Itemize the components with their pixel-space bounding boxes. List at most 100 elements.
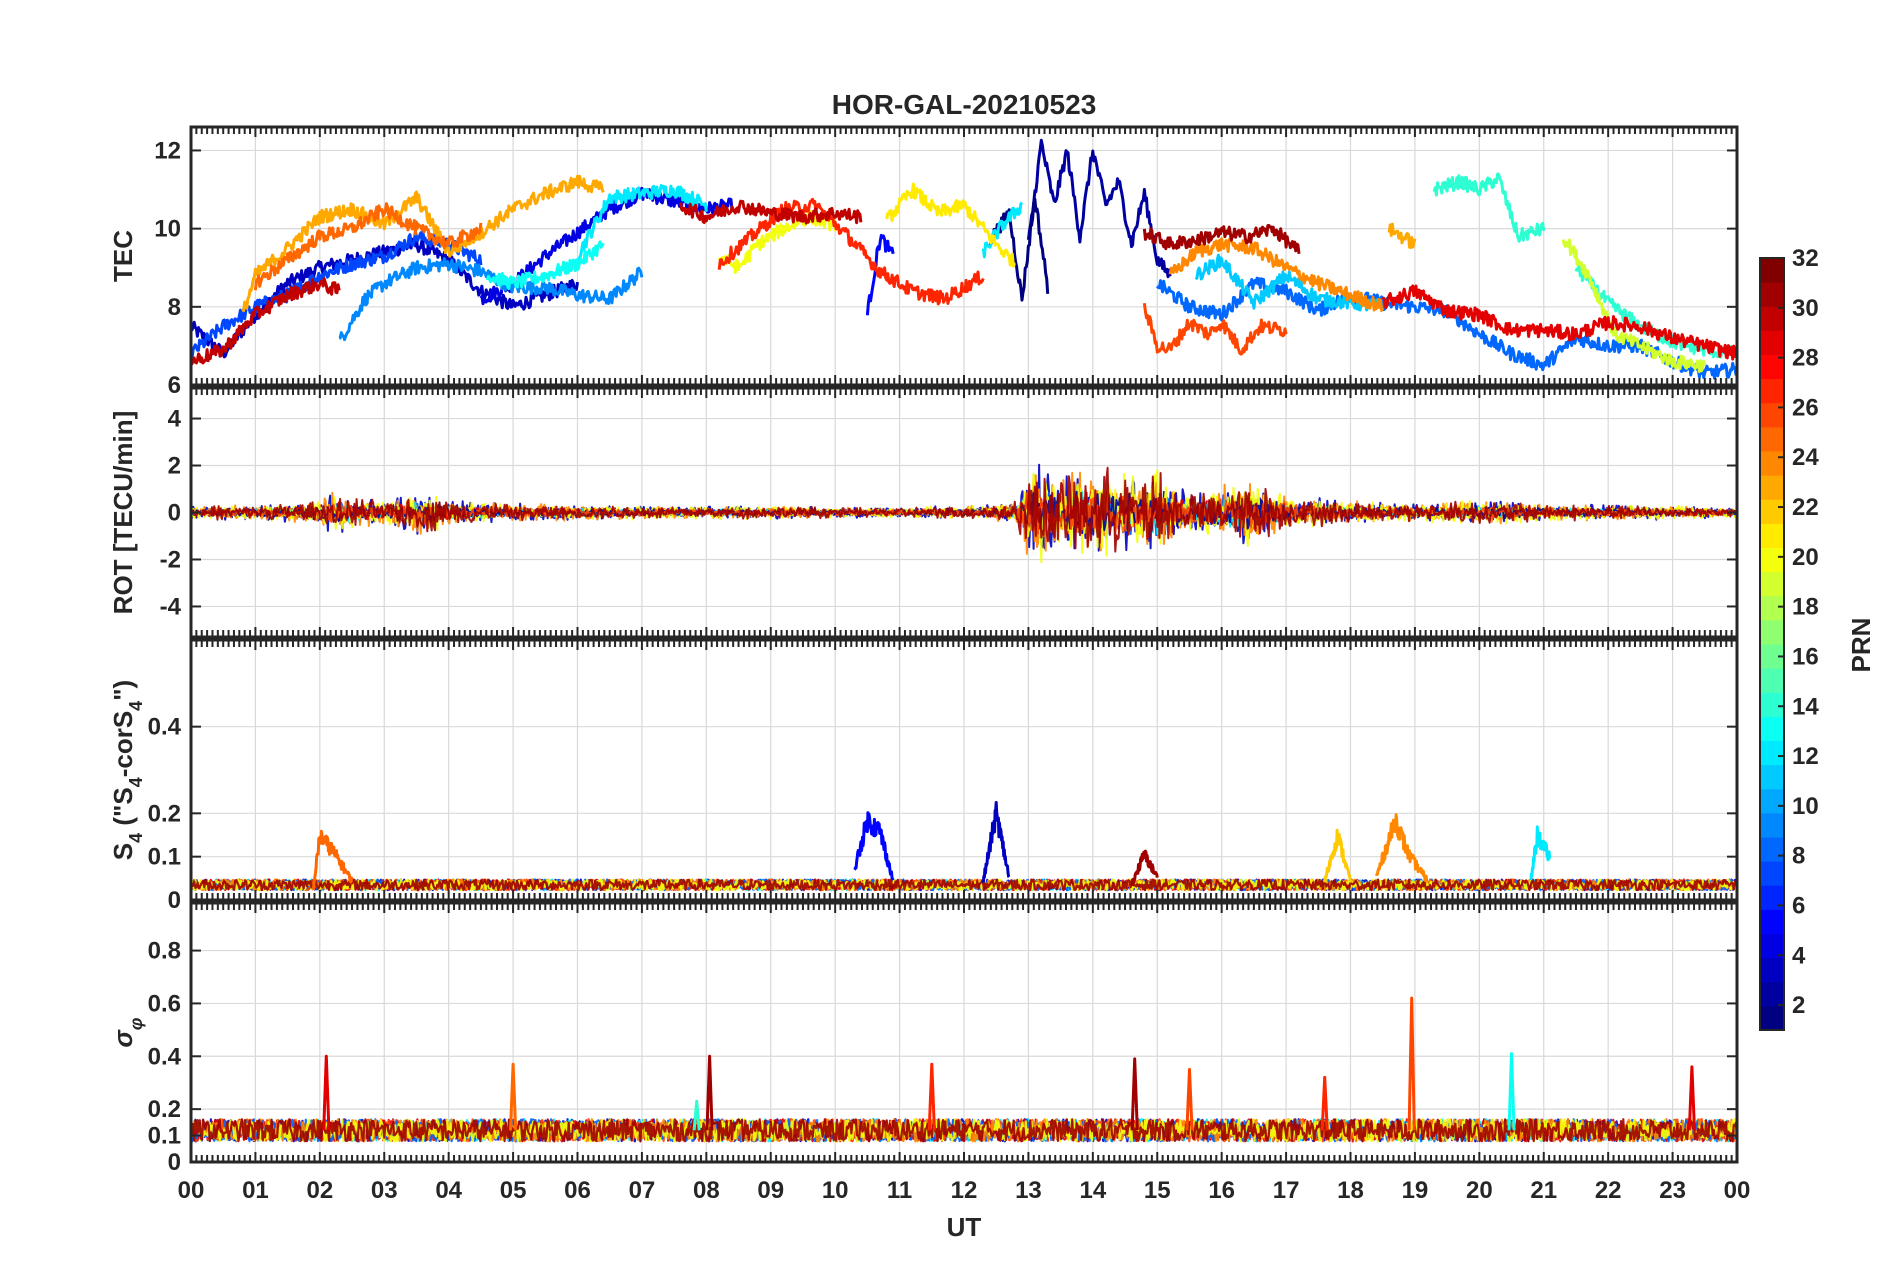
x-tick-label: 21 (1530, 1177, 1557, 1204)
colorbar-tick-label: 14 (1792, 693, 1819, 720)
spike-prn-24 (1374, 813, 1429, 884)
tec-series-prn-27 (717, 197, 985, 306)
panel-2: -4 -2 0 2 4 ROT [TECU/min] (108, 386, 1739, 639)
colorbar-step (1760, 426, 1784, 452)
y-tick-label: 0.6 (148, 990, 181, 1017)
colorbar-step (1760, 1005, 1784, 1031)
y-tick-label: 6 (168, 372, 181, 399)
x-tick-label: 00 (1724, 1177, 1751, 1204)
colorbar-step (1760, 861, 1784, 886)
spike-prn-3 (981, 801, 1011, 883)
colorbar-tick-label: 26 (1792, 394, 1819, 421)
panel-3: 0 0.1 0.2 0.4S4 ("S4-corS4") (108, 638, 1739, 914)
y-tick-label: 2 (168, 453, 181, 480)
colorbar-tick-label: 32 (1792, 245, 1819, 272)
tec-series-prn-11 (1194, 253, 1385, 312)
colorbar-tick-label: 20 (1792, 544, 1819, 571)
x-tick-label: 20 (1466, 1177, 1493, 1204)
panel-data (191, 463, 1737, 564)
spike-prn-14 (692, 1099, 701, 1131)
colorbar-step (1760, 933, 1784, 959)
x-axis-label: UT (947, 1212, 982, 1242)
panel-data (191, 801, 1737, 892)
x-tick-label: 08 (693, 1177, 720, 1204)
colorbar-label: PRN (1846, 618, 1876, 673)
y-tick-label: 0 (168, 1149, 181, 1176)
y-tick-label: 10 (154, 216, 181, 243)
colorbar-step (1760, 619, 1784, 645)
y-tick-label: 12 (154, 137, 181, 164)
tec-series-prn-20 (717, 209, 837, 274)
colorbar-step (1760, 499, 1784, 524)
tec-series-prn-25 (253, 202, 483, 291)
colorbar-tick-label: 8 (1792, 843, 1805, 870)
x-tick-label: 15 (1144, 1177, 1171, 1204)
colorbar-step (1760, 692, 1784, 717)
colorbar-step (1760, 451, 1784, 476)
y-axis-label-panel-4: σφ (108, 1017, 146, 1047)
colorbar-step (1760, 812, 1784, 838)
colorbar-step (1760, 571, 1784, 597)
spike-prn-12 (1529, 825, 1552, 881)
x-tick-label: 11 (887, 1177, 912, 1204)
x-tick-label: 10 (822, 1177, 849, 1204)
tec-series-prn-12 (576, 184, 708, 263)
spike-prn-31 (705, 1054, 714, 1131)
x-tick-label: 16 (1208, 1177, 1235, 1204)
tec-series-prn-14 (1432, 172, 1546, 243)
x-tick-label: 06 (564, 1177, 591, 1204)
x-tick-label: 18 (1337, 1177, 1364, 1204)
spike-prn-22 (1323, 828, 1352, 883)
colorbar-tick-label: 24 (1792, 444, 1819, 471)
colorbar-tick-label: 6 (1792, 892, 1805, 919)
x-tick-label: 09 (757, 1177, 784, 1204)
colorbar-frame (1759, 257, 1785, 1031)
colorbar-step (1760, 957, 1784, 983)
tec-series-prn-21 (885, 182, 1016, 268)
x-tick-label: 04 (435, 1177, 462, 1204)
baseline-trace-prn-31 (191, 1118, 1737, 1143)
colorbar-tick-label: 12 (1792, 743, 1819, 770)
x-tick-label: 19 (1402, 1177, 1429, 1204)
y-tick-label: 4 (168, 406, 182, 433)
colorbar-step (1760, 547, 1784, 573)
x-tick-label: 22 (1595, 1177, 1622, 1204)
x-tick-label: 23 (1659, 1177, 1686, 1204)
x-tick-label: 14 (1079, 1177, 1106, 1204)
baseline-trace-prn-31 (191, 878, 1737, 892)
y-axis-label-panel-3: S4 ("S4-corS4") (108, 680, 146, 860)
colorbar-step (1760, 837, 1784, 862)
y-tick-label: 0.4 (148, 714, 182, 741)
colorbar-step (1760, 764, 1784, 790)
y-tick-label: -2 (160, 546, 181, 573)
spike-prn-26 (1407, 996, 1416, 1131)
x-tick-label: 03 (371, 1177, 398, 1204)
colorbar-step (1760, 909, 1784, 934)
spike-prn-5 (853, 811, 895, 881)
x-tick-label: 13 (1015, 1177, 1042, 1204)
y-tick-label: -4 (160, 593, 182, 620)
y-tick-label: 0.1 (148, 1123, 181, 1150)
tec-series-prn-23 (241, 174, 605, 313)
colorbar-step (1760, 740, 1784, 766)
spike-prn-27 (1320, 1075, 1329, 1131)
y-tick-label: 0.2 (148, 1096, 181, 1123)
colorbar-tick-label: 30 (1792, 295, 1819, 322)
spike-prn-31 (1130, 849, 1159, 886)
x-tick-label: 01 (242, 1177, 269, 1204)
colorbar-tick-label: 10 (1792, 793, 1819, 820)
y-axis-label-panel-2: ROT [TECU/min] (108, 411, 138, 615)
tec-series-prn-23 (1387, 222, 1417, 249)
spike-prn-13 (1507, 1052, 1516, 1131)
colorbar-step (1760, 475, 1784, 500)
colorbar-tick-label: 28 (1792, 345, 1819, 372)
tec-series-prn-30 (679, 199, 863, 225)
colorbar-step (1760, 306, 1784, 331)
spike-prn-31 (1130, 1057, 1139, 1131)
colorbar-step (1760, 282, 1784, 307)
spike-prn-29 (1687, 1065, 1696, 1131)
colorbar-step (1760, 981, 1784, 1007)
colorbar-tick-label: 16 (1792, 643, 1819, 670)
x-tick-label: 05 (500, 1177, 527, 1204)
